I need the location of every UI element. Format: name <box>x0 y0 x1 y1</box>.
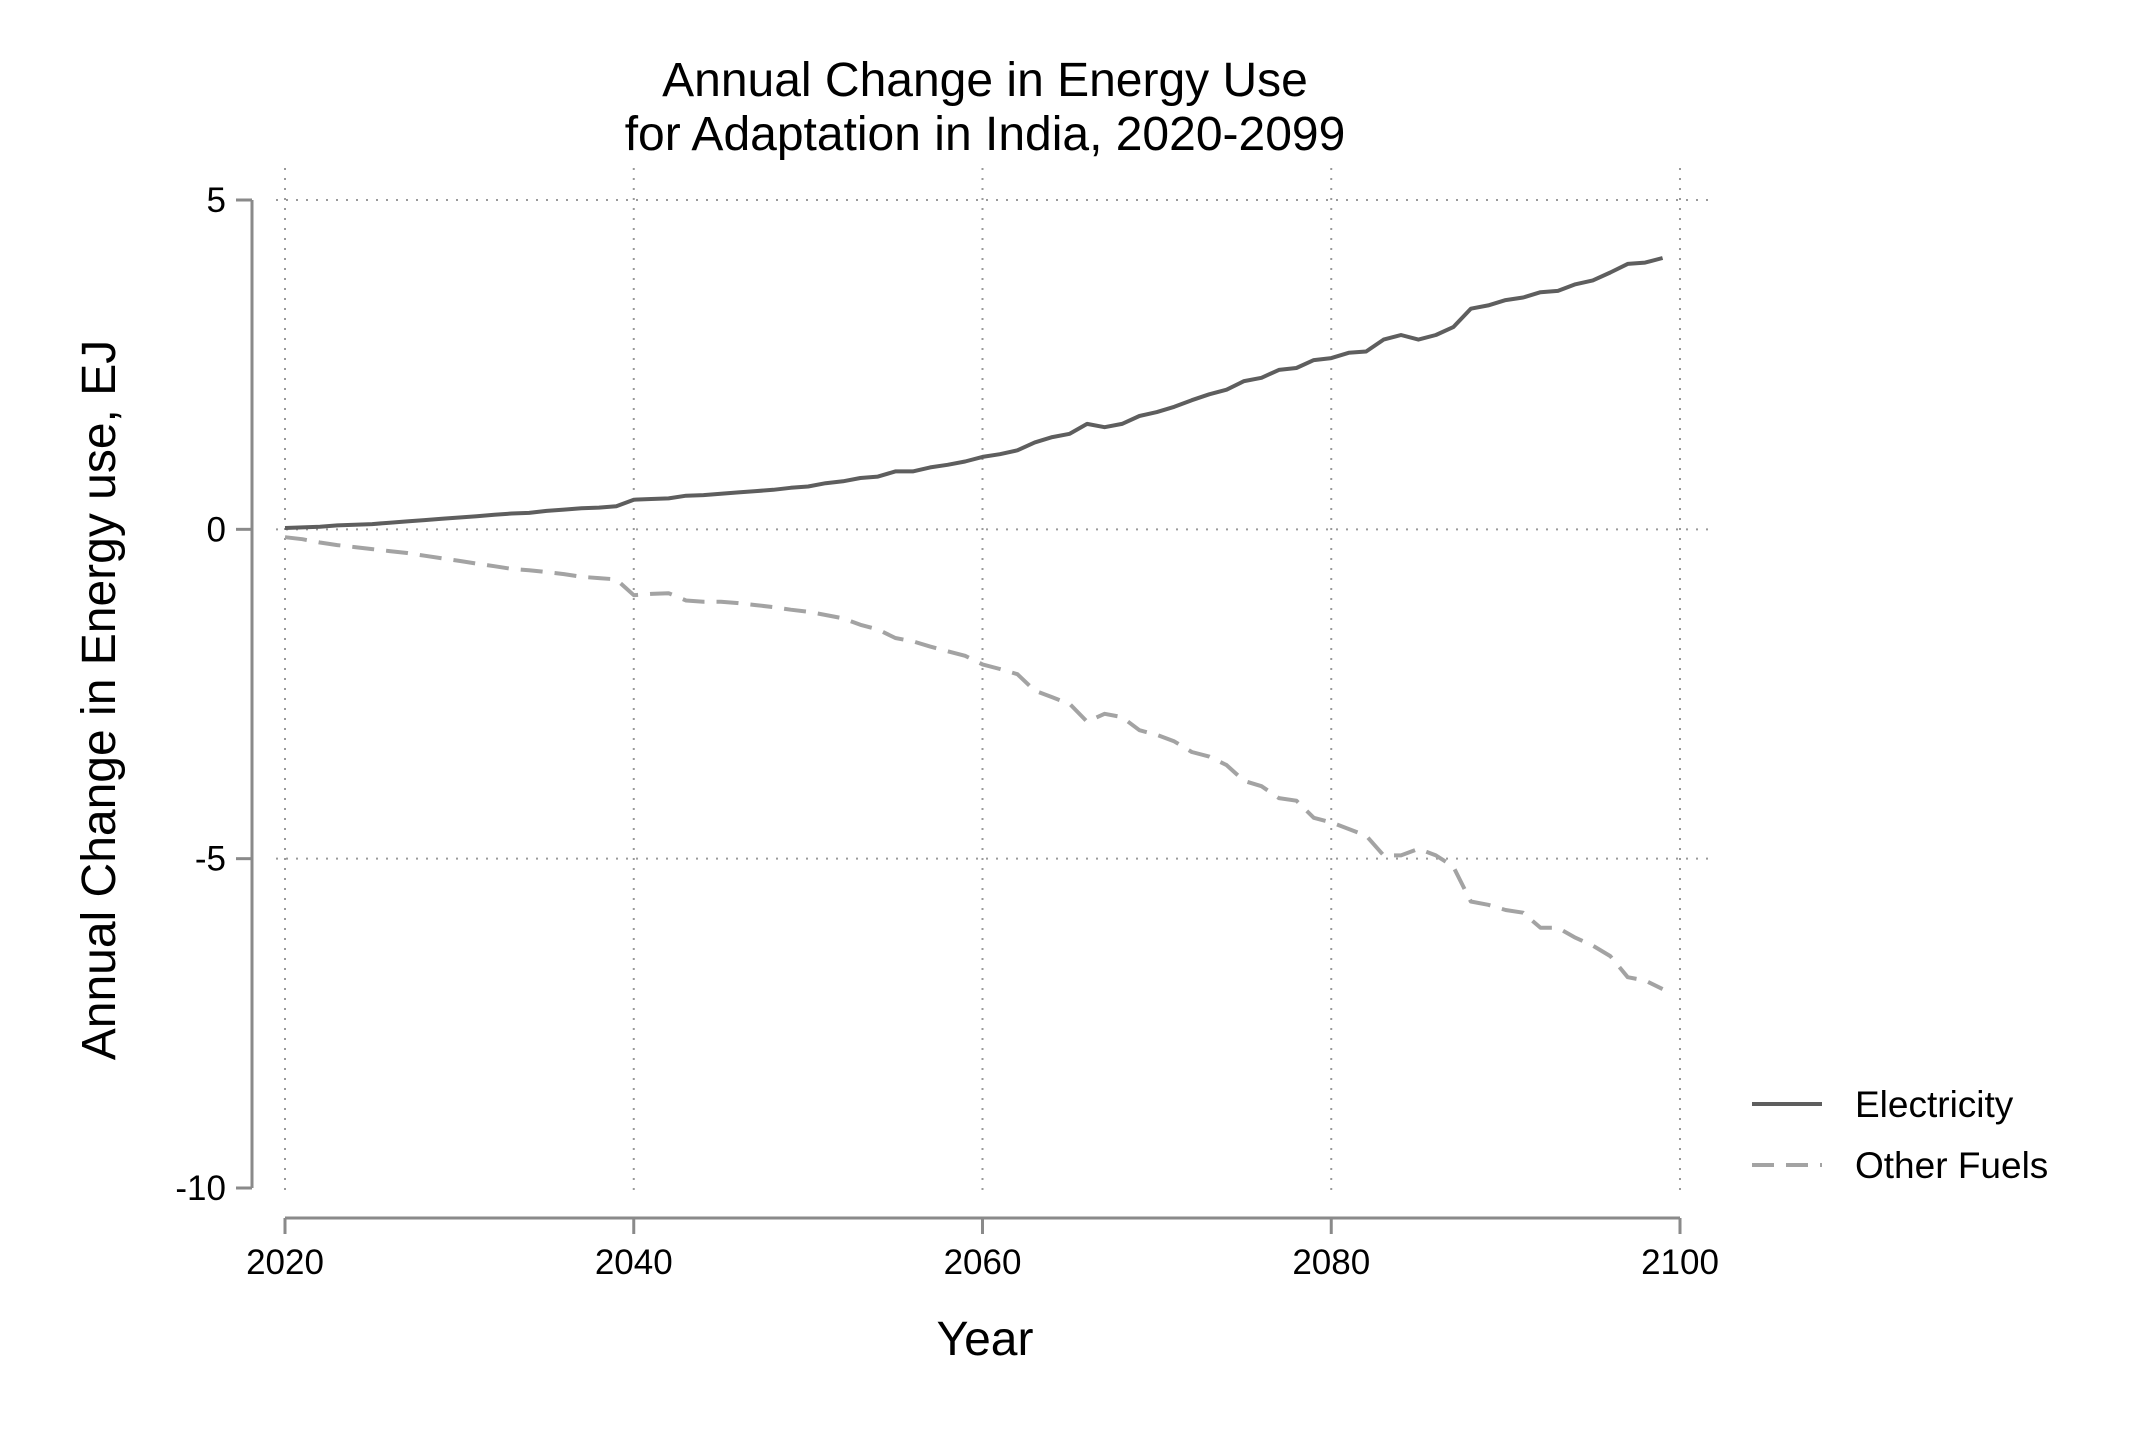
legend-label: Electricity <box>1855 1084 2014 1125</box>
chart-title: Annual Change in Energy Use for Adaptati… <box>625 54 1346 161</box>
series-line-other-fuels <box>284 535 1664 991</box>
x-tick-label: 2080 <box>1292 1243 1370 1282</box>
data-series <box>284 256 1664 991</box>
x-tick-label: 2100 <box>1641 1243 1719 1282</box>
chart-title-line-2: for Adaptation in India, 2020-2099 <box>625 108 1346 161</box>
axes: 5 0 -5 -10 2020 2040 2060 2080 2100 <box>175 181 1719 1282</box>
x-tick-label: 2040 <box>595 1243 673 1282</box>
gridlines <box>276 168 1710 1196</box>
y-tick-label: 0 <box>207 510 226 549</box>
y-axis-title: Annual Change in Energy use, EJ <box>73 340 126 1060</box>
y-tick-label: -5 <box>195 840 226 879</box>
series-line-electricity <box>284 256 1664 530</box>
x-tick-label: 2020 <box>246 1243 324 1282</box>
x-axis-title: Year <box>937 1313 1034 1366</box>
legend: Electricity Other Fuels <box>1752 1084 2048 1186</box>
x-tick-label: 2060 <box>944 1243 1022 1282</box>
y-tick-label: -10 <box>175 1169 226 1208</box>
chart-title-line-1: Annual Change in Energy Use <box>662 54 1308 107</box>
legend-label: Other Fuels <box>1855 1145 2048 1186</box>
y-tick-label: 5 <box>207 181 226 220</box>
